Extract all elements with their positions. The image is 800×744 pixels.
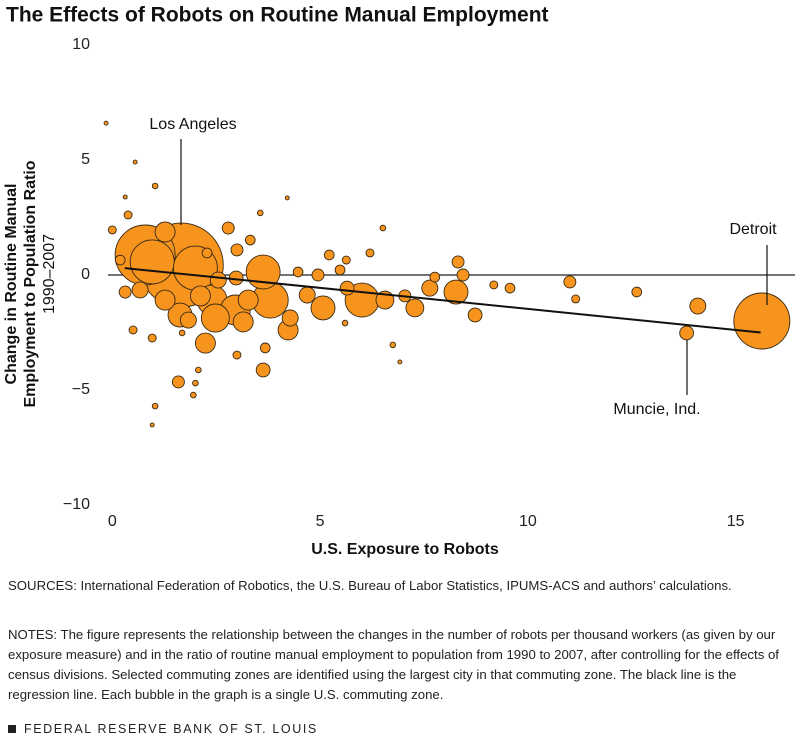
footer-text: FEDERAL RESERVE BANK OF ST. LOUIS [24, 722, 318, 736]
bubble [147, 333, 157, 343]
bubble [443, 279, 469, 305]
notes: NOTES: The figure represents the relatio… [8, 627, 779, 702]
bubble [154, 289, 176, 311]
bubble [149, 422, 155, 428]
bubble [221, 221, 235, 235]
bubble [733, 292, 791, 350]
bubble [467, 307, 483, 323]
bubble [571, 294, 581, 304]
bubble [232, 311, 254, 333]
bubble [201, 247, 213, 259]
sources: SOURCES: International Federation of Rob… [8, 578, 732, 593]
y-tick-label: 0 [81, 266, 90, 283]
footer-square [8, 725, 16, 733]
bubble [679, 325, 695, 341]
regression-line [124, 267, 761, 334]
bubble [429, 271, 441, 283]
annotation-label: Detroit [729, 221, 777, 238]
bubble [421, 279, 439, 297]
bubble [190, 391, 197, 399]
y-axis-label: Employment to Population Ratio [22, 160, 39, 407]
bubble [232, 350, 242, 360]
x-tick-label: 0 [108, 513, 117, 530]
bubble [563, 275, 577, 289]
annotation-label: Muncie, Ind. [613, 401, 700, 418]
y-tick-label: 5 [81, 151, 90, 168]
y-tick-label: −5 [72, 381, 90, 398]
bubble [292, 266, 304, 278]
bubble [122, 194, 128, 200]
bubble [489, 280, 499, 290]
bubble [323, 249, 335, 261]
bubble [311, 268, 325, 282]
bubble [334, 264, 346, 276]
bubble [189, 285, 211, 307]
footer: FEDERAL RESERVE BANK OF ST. LOUIS [8, 722, 318, 736]
x-axis-label: U.S. Exposure to Robots [311, 541, 499, 558]
y-axis-label: Change in Routine Manual [3, 184, 20, 385]
bubble [103, 120, 109, 126]
bubble [171, 375, 185, 389]
bubble [389, 341, 397, 349]
bubble [178, 329, 186, 337]
bubble [237, 289, 259, 311]
bubble [128, 325, 138, 335]
bubble [456, 268, 470, 282]
x-tick-label: 15 [727, 513, 745, 530]
bubble [256, 209, 264, 217]
bubble [504, 282, 516, 294]
bubble [114, 254, 126, 266]
y-tick-label: 10 [72, 36, 90, 53]
bubble [451, 255, 465, 269]
bubble [244, 234, 256, 246]
bubble [132, 159, 138, 165]
chart-title: The Effects of Robots on Routine Manual … [6, 4, 549, 27]
bubble [281, 309, 299, 327]
bubble [230, 243, 244, 257]
bubble [405, 298, 425, 318]
bubble [129, 239, 175, 285]
bubble [107, 225, 117, 235]
bubble [379, 224, 387, 232]
x-tick-label: 5 [316, 513, 325, 530]
bubble [123, 210, 133, 220]
bubble [341, 255, 351, 265]
bubble [310, 295, 336, 321]
y-tick-label: −10 [63, 496, 90, 513]
bubble [341, 319, 349, 327]
chart: The Effects of Robots on Routine Manual … [3, 4, 795, 558]
bubble [259, 342, 271, 354]
bubble [255, 362, 271, 378]
bubble [194, 332, 216, 354]
bubble [151, 182, 159, 190]
bubble [179, 311, 197, 329]
bubble [631, 286, 643, 298]
bubble [209, 271, 227, 289]
bubble [200, 303, 230, 333]
bubble [298, 286, 316, 304]
annotation-label: Los Angeles [149, 116, 236, 133]
x-tick-label: 10 [519, 513, 537, 530]
bubble [118, 285, 132, 299]
bubble [154, 221, 176, 243]
bubble [151, 402, 159, 410]
bubble [195, 366, 202, 374]
y-axis-sublabel: 1990–2007 [41, 234, 58, 314]
bubble [284, 195, 290, 201]
bubble [397, 359, 403, 365]
bubble [689, 297, 707, 315]
bubble [192, 379, 199, 387]
bubble [339, 280, 355, 296]
bubble [131, 281, 149, 299]
bubble [365, 248, 375, 258]
